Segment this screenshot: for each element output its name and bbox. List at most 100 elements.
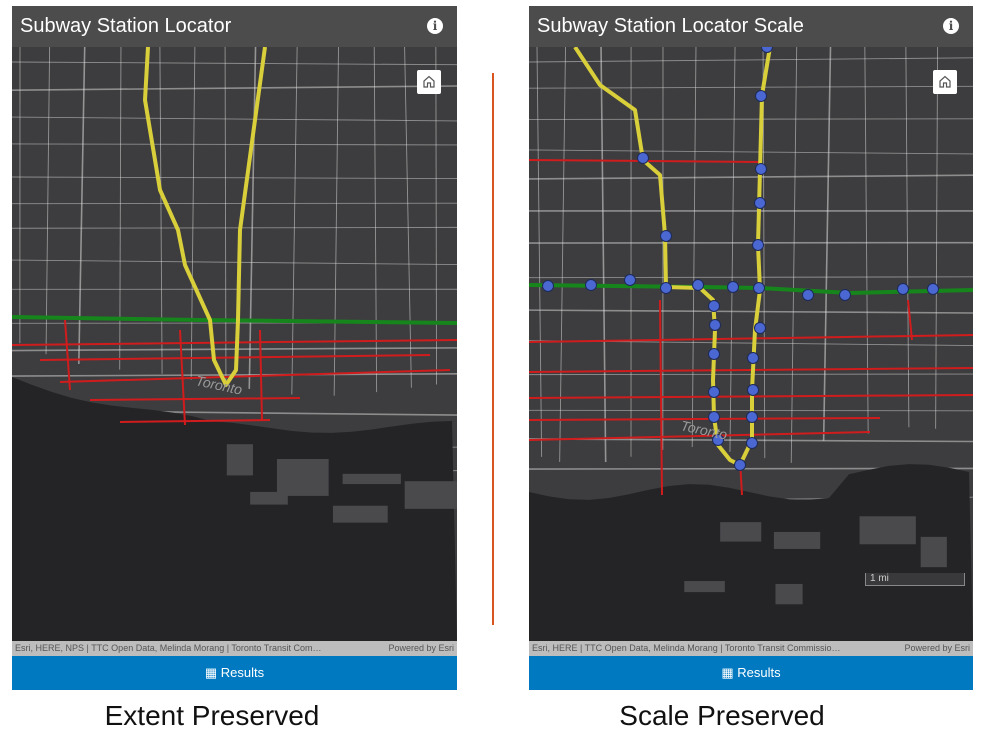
station <box>747 352 759 364</box>
app-title: Subway Station Locator <box>20 15 232 37</box>
streetcar-line <box>529 334 973 343</box>
streetcar-line <box>659 299 663 496</box>
street <box>691 47 697 448</box>
station <box>802 289 814 301</box>
street <box>12 61 457 66</box>
info-button[interactable]: i <box>427 18 443 34</box>
pier <box>720 522 762 542</box>
pier <box>920 536 947 568</box>
street <box>333 47 339 396</box>
streetcar-line <box>529 417 881 421</box>
station <box>897 283 909 295</box>
info-button[interactable]: i <box>943 18 959 34</box>
attribution: Esri, HERE | TTC Open Data, Melinda Mora… <box>532 643 841 653</box>
street <box>190 47 196 380</box>
results-button[interactable]: ▦ Results <box>12 656 457 690</box>
street <box>529 118 973 120</box>
street <box>12 143 457 146</box>
street <box>822 47 832 441</box>
header: Subway Station Locator i <box>12 6 457 47</box>
street <box>12 347 457 352</box>
station <box>660 230 672 242</box>
street <box>373 47 378 393</box>
street <box>529 309 973 314</box>
streetcar-line <box>907 299 913 341</box>
station <box>708 386 720 398</box>
street <box>119 47 122 370</box>
station <box>660 282 672 294</box>
streetcar-line <box>259 329 263 421</box>
divider <box>492 73 494 625</box>
station <box>755 90 767 102</box>
streetcar-line <box>119 419 271 423</box>
station <box>761 47 773 53</box>
pier <box>332 505 388 523</box>
street <box>559 47 566 462</box>
powered-by: Powered by Esri <box>898 641 970 656</box>
attribution: Esri, HERE, NPS | TTC Open Data, Melinda… <box>15 643 322 653</box>
station <box>746 437 758 449</box>
street <box>78 47 86 365</box>
street <box>12 116 457 122</box>
street <box>529 276 973 279</box>
home-icon <box>423 75 435 88</box>
map-layer: Toronto <box>529 47 973 641</box>
street <box>536 47 543 457</box>
street <box>905 47 910 428</box>
subway-line <box>12 315 457 325</box>
station <box>746 411 758 423</box>
station <box>753 282 765 294</box>
street <box>529 57 973 63</box>
streetcar-line <box>64 319 71 391</box>
streetcar-line <box>12 339 457 346</box>
street <box>248 47 257 389</box>
station <box>927 283 939 295</box>
station <box>754 197 766 209</box>
station <box>692 279 704 291</box>
station <box>712 434 724 446</box>
station <box>755 163 767 175</box>
streetcar-line <box>59 369 451 383</box>
station <box>839 289 851 301</box>
pier <box>684 581 725 593</box>
station <box>754 322 766 334</box>
app-panel: Subway Station Locator i Toronto Esri, H… <box>12 6 457 690</box>
home-button[interactable] <box>933 70 957 94</box>
map: Toronto <box>12 47 457 641</box>
station <box>734 459 746 471</box>
street <box>12 85 457 92</box>
pier <box>859 516 916 545</box>
results-button[interactable]: ▦ Results <box>529 656 973 690</box>
pier <box>276 459 329 496</box>
home-button[interactable] <box>417 70 441 94</box>
street <box>529 149 973 155</box>
attribution-bar: Esri, HERE, NPS | TTC Open Data, Melinda… <box>12 641 457 656</box>
street <box>935 47 939 429</box>
station <box>585 279 597 291</box>
street <box>12 226 457 229</box>
station <box>708 348 720 360</box>
station <box>637 152 649 164</box>
street <box>790 47 798 463</box>
station <box>727 281 739 293</box>
street <box>12 176 457 179</box>
home-icon <box>939 75 951 88</box>
street <box>729 47 736 452</box>
street <box>404 47 412 388</box>
app-title: Subway Station Locator Scale <box>537 15 804 37</box>
caption: Extent Preserved <box>104 700 320 731</box>
caption: Scale Preserved <box>619 700 825 731</box>
station <box>747 384 759 396</box>
map-layer: Toronto <box>12 47 457 641</box>
header: Subway Station Locator Scale i <box>529 6 973 47</box>
street <box>600 47 607 463</box>
street <box>12 259 457 266</box>
pier <box>773 531 821 549</box>
station <box>752 239 764 251</box>
street <box>291 47 298 395</box>
street <box>45 47 51 355</box>
station <box>708 300 720 312</box>
station <box>709 319 721 331</box>
scale-label: 1 mi <box>870 573 889 584</box>
